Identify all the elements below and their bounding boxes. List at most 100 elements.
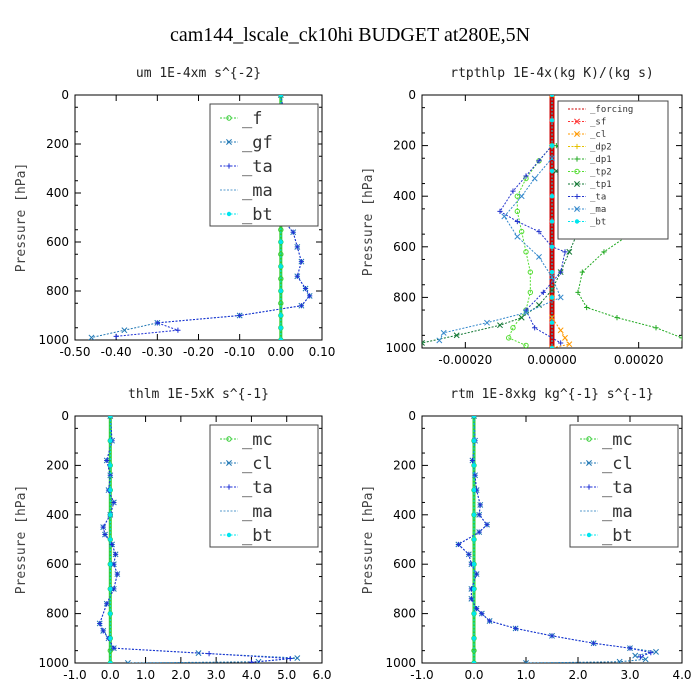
data-point <box>154 320 160 326</box>
legend-marker <box>226 139 232 145</box>
data-point <box>302 285 309 292</box>
data-point <box>298 259 305 265</box>
x-tick-label: 1.0 <box>516 668 535 682</box>
data-point <box>536 302 542 308</box>
y-tick-label: 0 <box>61 88 69 102</box>
data-point <box>527 269 534 275</box>
data-point <box>474 571 480 577</box>
data-point <box>307 293 313 299</box>
data-point <box>549 168 555 174</box>
y-axis-label: Pressure [hPa] <box>361 167 376 277</box>
y-axis-label: Pressure [hPa] <box>361 485 376 595</box>
y-tick-label: 400 <box>46 186 69 200</box>
legend-label: _ta <box>590 193 606 203</box>
y-tick-label: 800 <box>393 290 416 304</box>
data-point <box>523 342 529 348</box>
data-point <box>527 289 534 296</box>
y-tick-label: 1000 <box>38 656 69 670</box>
data-point <box>100 524 106 530</box>
panel-title: um 1E-4xm s^{-2} <box>136 66 261 81</box>
data-point <box>497 322 503 329</box>
x-tick-label: -0.00020 <box>438 353 492 367</box>
x-tick-label: 1.0 <box>136 668 155 682</box>
data-point <box>108 586 113 592</box>
legend-marker <box>586 460 592 466</box>
legend-marker <box>574 181 580 187</box>
data-point <box>108 537 113 542</box>
data-point <box>97 620 103 627</box>
data-point <box>523 660 529 663</box>
data-point <box>440 329 447 336</box>
x-tick-label: 0.10 <box>309 345 336 359</box>
data-point <box>536 229 542 235</box>
x-tick-label: -1.0 <box>63 668 86 682</box>
series-line-tp1 <box>422 170 579 344</box>
data-point <box>518 314 525 321</box>
legend-label: _ma <box>602 502 633 522</box>
data-point <box>632 652 639 659</box>
data-point <box>108 463 113 468</box>
legend-marker <box>586 436 592 442</box>
data-point <box>514 193 521 199</box>
y-tick-label: 200 <box>46 458 69 472</box>
data-point <box>88 334 95 340</box>
data-point <box>549 95 555 98</box>
data-point <box>471 636 477 641</box>
y-tick-label: 1000 <box>385 656 416 670</box>
data-point <box>471 611 477 616</box>
data-point <box>298 303 305 309</box>
data-point <box>102 531 108 538</box>
legend-marker <box>574 168 580 175</box>
y-tick-label: 0 <box>408 88 416 102</box>
data-point <box>642 656 649 663</box>
data-point <box>616 658 623 663</box>
data-point <box>471 416 477 419</box>
y-tick-label: 0 <box>61 409 69 423</box>
chart-panel-4: rtm 1E-8xkg kg^{-1} s^{-1} Pressure [hPa]… <box>361 387 692 682</box>
data-point <box>579 269 585 275</box>
data-point <box>108 487 113 493</box>
data-point <box>557 327 564 334</box>
data-point <box>278 239 284 245</box>
data-point <box>108 660 113 663</box>
data-point <box>505 335 512 341</box>
data-point <box>501 213 508 220</box>
data-point <box>523 173 529 179</box>
data-point <box>549 269 555 275</box>
y-tick-label: 1000 <box>385 341 416 355</box>
data-point <box>469 457 476 464</box>
legend-marker <box>226 436 232 442</box>
data-point <box>471 660 477 663</box>
data-point <box>584 304 590 311</box>
x-tick-label: -0.40 <box>101 345 132 359</box>
y-tick-label: 400 <box>393 189 416 203</box>
x-tick-label: -0.30 <box>142 345 173 359</box>
data-point <box>591 640 597 646</box>
y-tick-label: 800 <box>393 607 416 621</box>
data-point <box>108 512 113 517</box>
data-point <box>237 312 243 319</box>
legend-label: _cl <box>602 454 633 474</box>
data-point <box>514 208 521 215</box>
data-point <box>453 332 460 339</box>
legend-box <box>557 100 669 240</box>
data-point <box>536 253 542 260</box>
data-point <box>471 438 477 443</box>
data-point <box>471 487 477 493</box>
data-point <box>549 314 555 321</box>
legend-label: _mc <box>242 430 273 450</box>
legend-label: _gf <box>242 133 273 153</box>
data-point <box>549 286 555 293</box>
x-tick-label: 2.0 <box>568 668 587 682</box>
data-point <box>540 289 546 295</box>
x-tick-label: 0.00 <box>267 345 294 359</box>
legend-label: _dp1 <box>590 155 612 165</box>
data-point <box>566 248 573 255</box>
y-tick-label: 200 <box>393 458 416 472</box>
data-point <box>206 651 212 657</box>
x-tick-label: 5.0 <box>277 668 296 682</box>
data-point <box>121 327 128 334</box>
x-tick-label: 0.00020 <box>614 353 664 367</box>
data-point <box>549 320 555 325</box>
data-point <box>114 571 120 577</box>
